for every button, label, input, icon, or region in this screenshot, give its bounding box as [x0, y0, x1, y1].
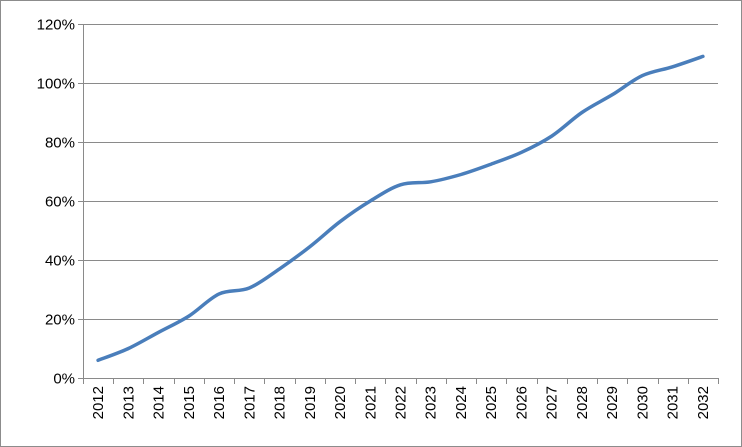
x-tick-label: 2032: [695, 386, 712, 419]
y-tick-label: 60%: [45, 194, 75, 211]
y-tick-label: 120%: [37, 17, 75, 34]
x-tick-label: 2015: [181, 386, 198, 419]
x-axis: 2012 2013 2014 2015 2016 2017 2018 2019 2020 2021…: [83, 378, 719, 419]
x-tick-label: 2013: [120, 386, 137, 419]
y-tick-label: 100%: [37, 76, 75, 93]
x-tick-label: 2031: [665, 386, 682, 419]
gridlines: [83, 24, 718, 320]
x-tick-label: 2029: [604, 386, 621, 419]
x-tick-label: 2030: [634, 386, 651, 419]
x-tick-label: 2025: [483, 386, 500, 419]
series-line: [96, 54, 705, 363]
y-tick-label: 20%: [45, 312, 75, 329]
x-tick-label: 2012: [90, 386, 107, 419]
x-tick-label: 2022: [393, 386, 410, 419]
y-tick-label: 40%: [45, 253, 75, 270]
x-tick-label: 2021: [362, 386, 379, 419]
x-tick-label: 2023: [423, 386, 440, 419]
x-tick-label: 2018: [272, 386, 289, 419]
x-tick-label: 2014: [151, 386, 168, 419]
series: [96, 54, 705, 363]
y-axis: 0% 20% 40% 60% 80% 100% 120%: [37, 17, 84, 388]
x-tick-label: 2017: [241, 386, 258, 419]
x-tick-label: 2016: [211, 386, 228, 419]
x-tick-label: 2019: [302, 386, 319, 419]
y-tick-label: 80%: [45, 135, 75, 152]
x-tick-label: 2020: [332, 386, 349, 419]
x-tick-label: 2028: [574, 386, 591, 419]
x-tick-label: 2026: [513, 386, 530, 419]
x-tick-label: 2024: [453, 386, 470, 419]
y-tick-label: 0%: [53, 371, 75, 388]
x-tick-label: 2027: [544, 386, 561, 419]
